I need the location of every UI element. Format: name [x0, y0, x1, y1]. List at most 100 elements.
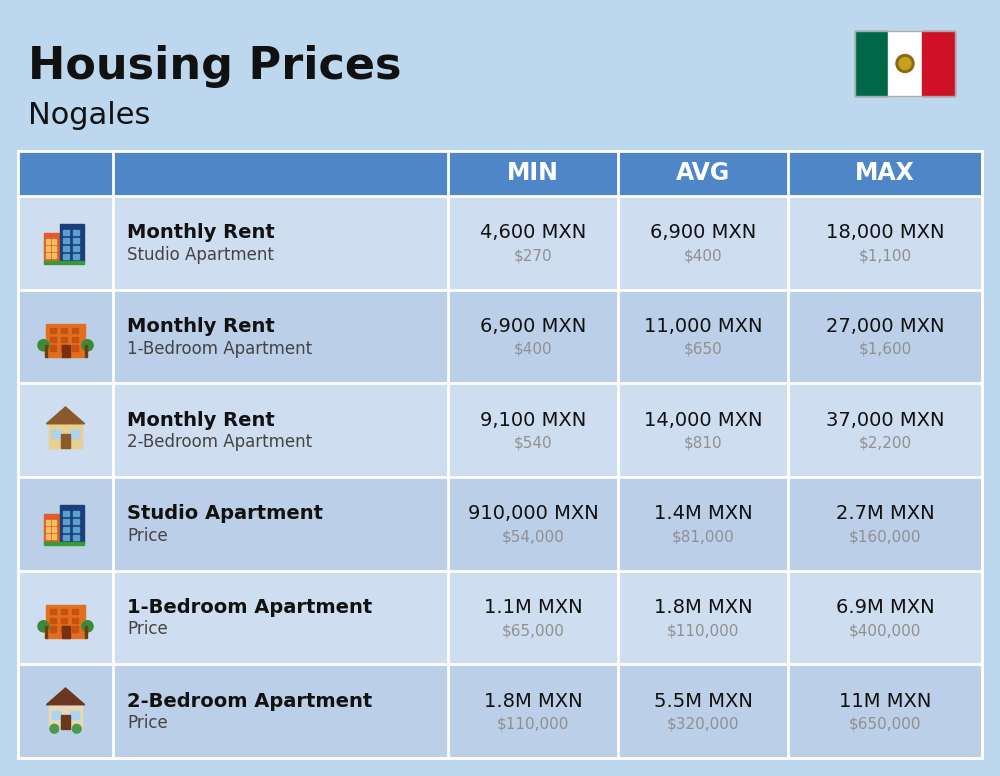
- Bar: [63, 254, 69, 259]
- Text: $400: $400: [514, 342, 552, 357]
- Bar: [113, 289, 448, 383]
- Text: Price: Price: [127, 621, 168, 639]
- Text: 37,000 MXN: 37,000 MXN: [826, 411, 944, 430]
- Bar: [49, 705, 82, 729]
- Text: Studio Apartment: Studio Apartment: [127, 246, 274, 264]
- Bar: [46, 246, 50, 251]
- Text: $650,000: $650,000: [849, 717, 921, 732]
- Text: 2-Bedroom Apartment: 2-Bedroom Apartment: [127, 691, 372, 711]
- Bar: [855, 31, 955, 96]
- Bar: [73, 535, 79, 540]
- Circle shape: [896, 54, 914, 72]
- Text: $160,000: $160,000: [849, 529, 921, 544]
- Bar: [61, 434, 70, 448]
- Text: 1.1M MXN: 1.1M MXN: [484, 598, 582, 617]
- Bar: [72, 345, 78, 351]
- Text: 5.5M MXN: 5.5M MXN: [654, 691, 752, 711]
- Bar: [788, 383, 982, 477]
- Text: $54,000: $54,000: [502, 529, 564, 544]
- Bar: [60, 504, 84, 543]
- Text: $65,000: $65,000: [502, 623, 564, 638]
- Text: $400: $400: [684, 248, 722, 263]
- Bar: [72, 608, 78, 615]
- Text: 6,900 MXN: 6,900 MXN: [650, 223, 756, 242]
- Text: MAX: MAX: [855, 161, 915, 185]
- Text: 11,000 MXN: 11,000 MXN: [644, 317, 762, 336]
- Bar: [73, 254, 79, 259]
- Text: 27,000 MXN: 27,000 MXN: [826, 317, 944, 336]
- Text: $2,200: $2,200: [858, 435, 912, 451]
- Bar: [50, 337, 56, 342]
- Bar: [44, 514, 59, 543]
- Bar: [63, 518, 69, 524]
- Bar: [448, 151, 618, 196]
- Bar: [63, 535, 69, 540]
- Text: 9,100 MXN: 9,100 MXN: [480, 411, 586, 430]
- Bar: [70, 711, 79, 719]
- Bar: [46, 253, 50, 258]
- Bar: [113, 196, 448, 289]
- Bar: [113, 570, 448, 664]
- Bar: [50, 626, 56, 632]
- Text: Studio Apartment: Studio Apartment: [127, 504, 323, 523]
- Bar: [855, 31, 888, 96]
- Bar: [62, 626, 70, 638]
- Circle shape: [82, 621, 93, 632]
- Bar: [61, 327, 67, 334]
- Bar: [85, 345, 87, 356]
- Text: 1-Bedroom Apartment: 1-Bedroom Apartment: [127, 598, 372, 617]
- Bar: [788, 477, 982, 570]
- Bar: [73, 246, 79, 251]
- Bar: [113, 477, 448, 570]
- Bar: [73, 518, 79, 524]
- Text: 11M MXN: 11M MXN: [839, 691, 931, 711]
- Bar: [72, 626, 78, 632]
- Bar: [72, 327, 78, 334]
- Bar: [61, 618, 67, 623]
- Bar: [18, 383, 113, 477]
- Bar: [45, 345, 47, 356]
- Text: 2.7M MXN: 2.7M MXN: [836, 504, 934, 523]
- Text: Price: Price: [127, 527, 168, 545]
- Bar: [49, 424, 82, 448]
- Bar: [448, 383, 618, 477]
- Text: Monthly Rent: Monthly Rent: [127, 317, 275, 336]
- Bar: [44, 234, 59, 262]
- Bar: [618, 664, 788, 758]
- Bar: [18, 477, 113, 570]
- Bar: [61, 626, 67, 632]
- Bar: [788, 151, 982, 196]
- Circle shape: [72, 724, 81, 733]
- Bar: [448, 664, 618, 758]
- Bar: [448, 570, 618, 664]
- Text: Price: Price: [127, 714, 168, 733]
- Bar: [46, 605, 85, 638]
- Bar: [52, 520, 56, 525]
- Polygon shape: [46, 407, 85, 424]
- Bar: [18, 151, 113, 196]
- Text: 6.9M MXN: 6.9M MXN: [836, 598, 934, 617]
- Polygon shape: [46, 688, 85, 705]
- Bar: [61, 337, 67, 342]
- Circle shape: [38, 340, 49, 351]
- Bar: [50, 345, 56, 351]
- Bar: [52, 430, 61, 438]
- Text: Monthly Rent: Monthly Rent: [127, 223, 275, 242]
- Bar: [52, 239, 56, 244]
- Bar: [52, 246, 56, 251]
- Bar: [448, 289, 618, 383]
- Bar: [44, 542, 84, 545]
- Bar: [46, 520, 50, 525]
- Text: $270: $270: [514, 248, 552, 263]
- Bar: [46, 239, 50, 244]
- Circle shape: [82, 340, 93, 351]
- Bar: [45, 626, 47, 638]
- Bar: [788, 664, 982, 758]
- Bar: [448, 196, 618, 289]
- Text: 2-Bedroom Apartment: 2-Bedroom Apartment: [127, 433, 312, 451]
- Bar: [63, 230, 69, 235]
- Circle shape: [899, 57, 911, 70]
- Bar: [63, 527, 69, 532]
- Bar: [73, 230, 79, 235]
- Bar: [61, 715, 70, 729]
